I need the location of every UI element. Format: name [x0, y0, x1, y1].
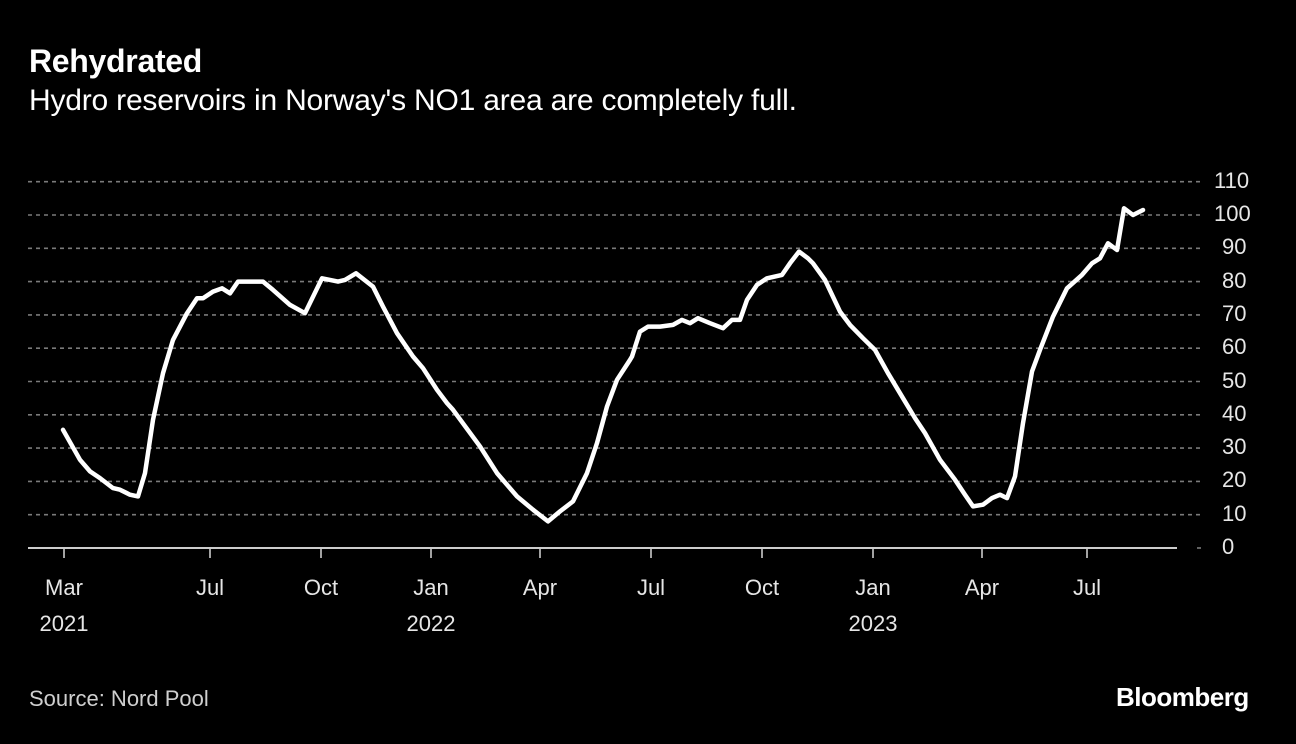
reservoir-fill-line	[60, 206, 1146, 524]
y-tick-label: 110	[1214, 167, 1250, 193]
y-tick-label: 80	[1222, 267, 1247, 293]
x-tick-label: Jul	[195, 575, 225, 600]
x-tick-label: Apr	[964, 575, 1000, 600]
x-tick-label: Jul	[636, 575, 666, 600]
bloomberg-logo: Bloomberg	[1116, 682, 1249, 712]
x-tick-label: Jul	[1072, 575, 1102, 600]
gridlines	[28, 180, 1201, 549]
x-tick-label: Jan 2023	[848, 575, 898, 636]
x-tick-label: Oct	[744, 575, 780, 600]
chart-subtitle: Hydro reservoirs in Norway's NO1 area ar…	[29, 84, 797, 117]
y-tick-label: 20	[1222, 467, 1247, 493]
y-tick-label: 100	[1214, 201, 1251, 226]
y-tick-label: 70	[1222, 300, 1247, 326]
y-tick-label: 50	[1222, 367, 1247, 393]
y-tick-label: 90	[1222, 234, 1247, 260]
y-tick-label: 30	[1222, 434, 1247, 460]
x-tick-label: Jan 2022	[406, 575, 456, 636]
x-axis	[28, 547, 1177, 558]
y-tick-label: 0	[1222, 534, 1235, 559]
source-note: Source: Nord Pool	[29, 686, 209, 711]
y-tick-label: 10	[1222, 500, 1247, 526]
chart-title: Rehydrated	[29, 43, 203, 79]
x-tick-label: Apr	[522, 575, 558, 600]
x-tick-label: Mar 2021	[39, 575, 89, 636]
y-tick-label: 40	[1222, 400, 1247, 426]
y-tick-label: 60	[1222, 334, 1247, 360]
x-tick-label: Oct	[303, 575, 339, 600]
